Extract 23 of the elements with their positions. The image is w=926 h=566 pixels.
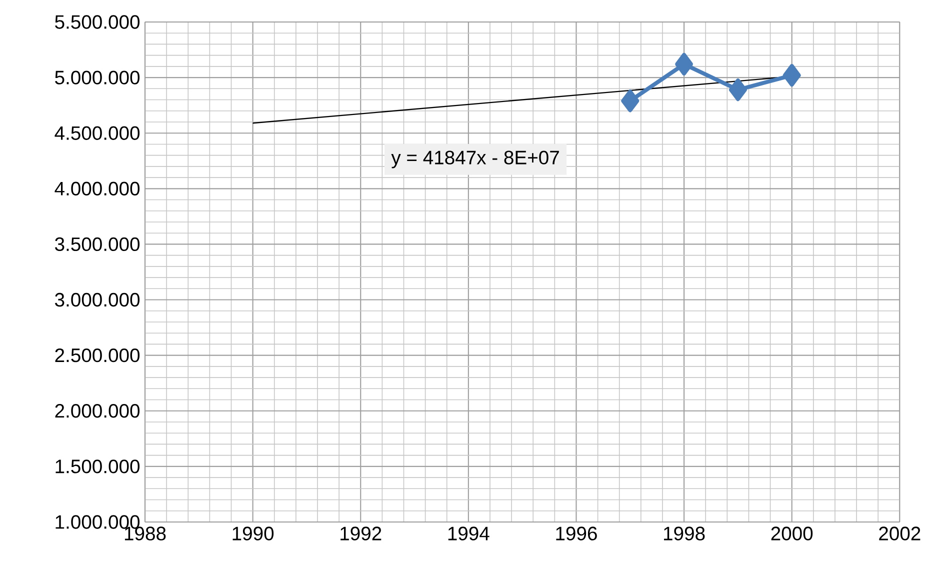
x-tick-label: 1998: [664, 526, 705, 540]
x-tick-label: 1992: [340, 526, 382, 540]
point: [728, 78, 747, 102]
y-tick-label: 3.000.000: [55, 292, 140, 307]
point: [675, 52, 694, 76]
y-tick-label: 1.500.000: [56, 460, 140, 474]
y-tick-label: 1.000.000: [56, 515, 140, 529]
point: [782, 64, 801, 87]
annotation: y = 41847x - 8E+07: [391, 150, 559, 168]
y-tick-label: 4.000.000: [54, 182, 140, 196]
x-tick-label: 1988: [124, 526, 166, 540]
y-tick-label: 2.500.000: [55, 348, 140, 362]
x-tick-label: 2002: [879, 526, 920, 540]
y-tick-label: 2.000.000: [55, 404, 140, 418]
point: [621, 90, 640, 112]
y-tick-label: 5.000.000: [55, 70, 140, 84]
y-tick-label: 3.500.000: [55, 237, 140, 252]
x-tick-label: 2000: [771, 526, 813, 540]
x-tick-label: 1990: [232, 526, 274, 540]
x-tick-label: 1996: [556, 526, 597, 540]
y-tick-label: 5.500.000: [55, 15, 140, 29]
x-tick-label: 1994: [448, 526, 490, 540]
y-tick-label: 4.500.000: [54, 126, 140, 140]
